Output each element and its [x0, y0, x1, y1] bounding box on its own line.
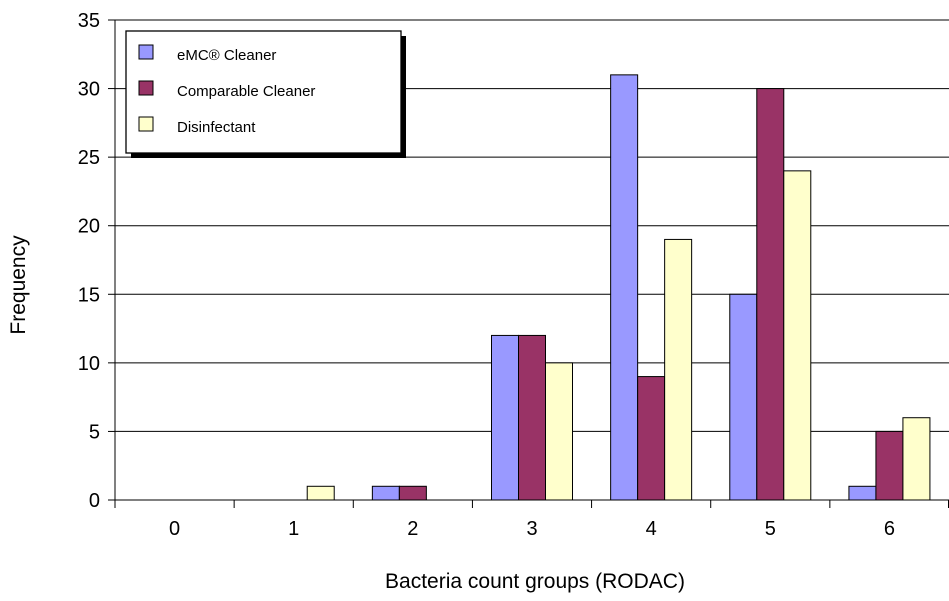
bar-comparable-cleaner-3 — [518, 334, 546, 501]
x-tick-label: 0 — [169, 518, 180, 540]
bar-comparable-cleaner-5 — [756, 88, 785, 501]
bar-disinfectant-5 — [783, 170, 812, 501]
y-tick-label: 5 — [89, 421, 100, 443]
legend-box — [125, 30, 402, 154]
x-tick-label: 4 — [646, 518, 657, 540]
x-tick-label: 6 — [884, 518, 895, 540]
x-tick-label: 1 — [288, 518, 299, 540]
y-tick-label: 15 — [78, 284, 100, 306]
y-tick-label: 0 — [89, 490, 100, 512]
x-tick-label: 2 — [407, 518, 418, 540]
y-tick-label: 30 — [78, 79, 100, 101]
legend-label: Comparable Cleaner — [177, 83, 315, 100]
bar-disinfectant-3 — [545, 362, 573, 501]
bar-comparable-cleaner-6 — [875, 430, 904, 501]
bar-comparable-cleaner-4 — [637, 376, 666, 501]
bar-emc-cleaner-3 — [491, 334, 519, 501]
legend-swatch — [138, 44, 154, 60]
bar-comparable-cleaner-2 — [398, 485, 427, 501]
y-axis-title: Frequency — [7, 235, 30, 335]
bar-emc-cleaner-5 — [729, 293, 758, 501]
bars — [306, 74, 931, 501]
y-tick-label: 25 — [78, 147, 100, 169]
x-tick-labels: 0 1 2 3 4 5 6 — [169, 518, 895, 540]
y-tick-label: 20 — [78, 216, 100, 238]
x-tick-label: 5 — [765, 518, 776, 540]
legend-swatch — [138, 116, 154, 132]
legend: eMC® Cleaner Comparable Cleaner Disinfecta… — [125, 30, 406, 158]
y-tick-labels: 0 5 10 15 20 25 30 35 — [78, 10, 100, 512]
x-tick-label: 3 — [526, 518, 537, 540]
bar-emc-cleaner-4 — [610, 74, 639, 501]
bar-disinfectant-6 — [902, 417, 931, 501]
bar-emc-cleaner-6 — [848, 485, 877, 501]
y-tick-label: 10 — [78, 353, 100, 375]
bar-emc-cleaner-2 — [371, 485, 400, 501]
x-axis-title: Bacteria count groups (RODAC) — [385, 570, 685, 593]
y-tick-label: 35 — [78, 10, 100, 32]
legend-items: eMC® Cleaner Comparable Cleaner Disinfecta… — [138, 44, 315, 136]
legend-swatch — [138, 80, 154, 96]
legend-label: eMC® Cleaner — [177, 47, 276, 64]
legend-label: Disinfectant — [177, 119, 256, 136]
bar-disinfectant-1 — [306, 485, 335, 501]
bar-disinfectant-4 — [664, 238, 693, 501]
